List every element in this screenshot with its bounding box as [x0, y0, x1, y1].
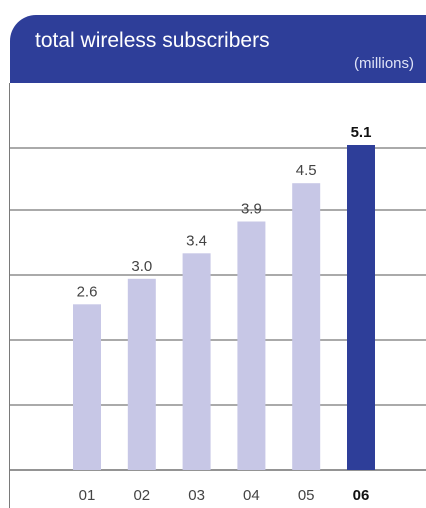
value-label-04: 3.9: [241, 201, 262, 218]
bar-03: [182, 253, 211, 470]
value-label-02: 3.0: [131, 258, 152, 275]
bars: [73, 145, 375, 470]
bar-02: [127, 278, 156, 470]
bar-04: [237, 221, 266, 470]
x-tick-labels: 01 02 03 04 05 06: [79, 487, 370, 504]
x-tick-label-06: 06: [353, 487, 370, 504]
value-label-03: 3.4: [186, 232, 207, 249]
value-label-06: 5.1: [351, 124, 372, 141]
x-tick-label-05: 05: [298, 487, 315, 504]
value-label-05: 4.5: [296, 162, 317, 179]
x-tick-label-02: 02: [133, 487, 150, 504]
bar-06: [347, 145, 375, 470]
value-labels: 2.6 3.0 3.4 3.9 4.5 5.1: [77, 124, 372, 300]
x-tick-label-01: 01: [79, 487, 96, 504]
left-axis-rule: [9, 83, 10, 508]
x-tick-label-04: 04: [243, 487, 260, 504]
chart-title: total wireless subscribers: [35, 29, 270, 52]
value-label-01: 2.6: [77, 283, 98, 300]
bar-01: [73, 304, 101, 470]
bar-05: [292, 183, 321, 470]
chart-unit-label: (millions): [354, 55, 414, 72]
x-tick-label-03: 03: [188, 487, 205, 504]
chart-header: total wireless subscribers (millions): [10, 15, 426, 83]
